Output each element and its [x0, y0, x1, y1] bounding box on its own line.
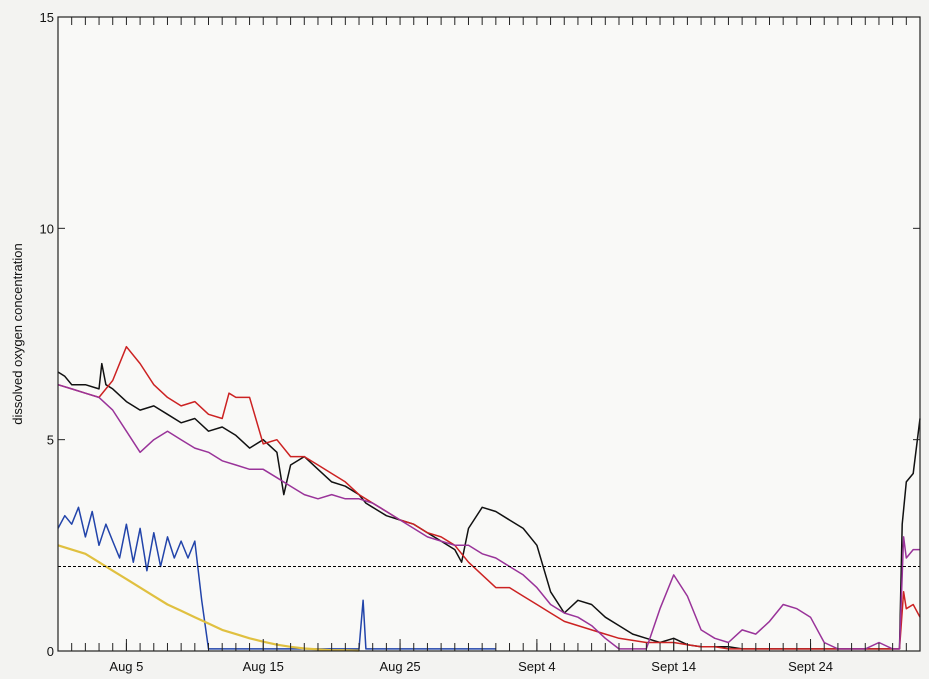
y-tick-label: 0 [47, 644, 54, 659]
x-tick-label: Aug 15 [243, 659, 284, 674]
plot-frame [57, 16, 921, 652]
tick-layer: 0 5 10 15 Aug 5 Aug 15 Aug 25 Sept 4 Sept 14 Sept… [40, 10, 921, 674]
plot-background [58, 17, 920, 651]
x-tick-label: Sept 4 [518, 659, 556, 674]
x-tick-label: Aug 5 [109, 659, 143, 674]
x-tick-label: Aug 25 [379, 659, 420, 674]
x-tick-label: Sept 14 [651, 659, 696, 674]
y-axis-label: dissolved oxygen concentration [10, 243, 25, 424]
y-tick-label: 5 [47, 433, 54, 448]
y-tick-label: 15 [40, 10, 54, 25]
series-line-5 [57, 544, 360, 652]
series-line-2 [57, 345, 921, 650]
y-tick-label: 10 [40, 221, 54, 236]
series-line-4 [57, 506, 496, 650]
x-tick-label: Sept 24 [788, 659, 833, 674]
